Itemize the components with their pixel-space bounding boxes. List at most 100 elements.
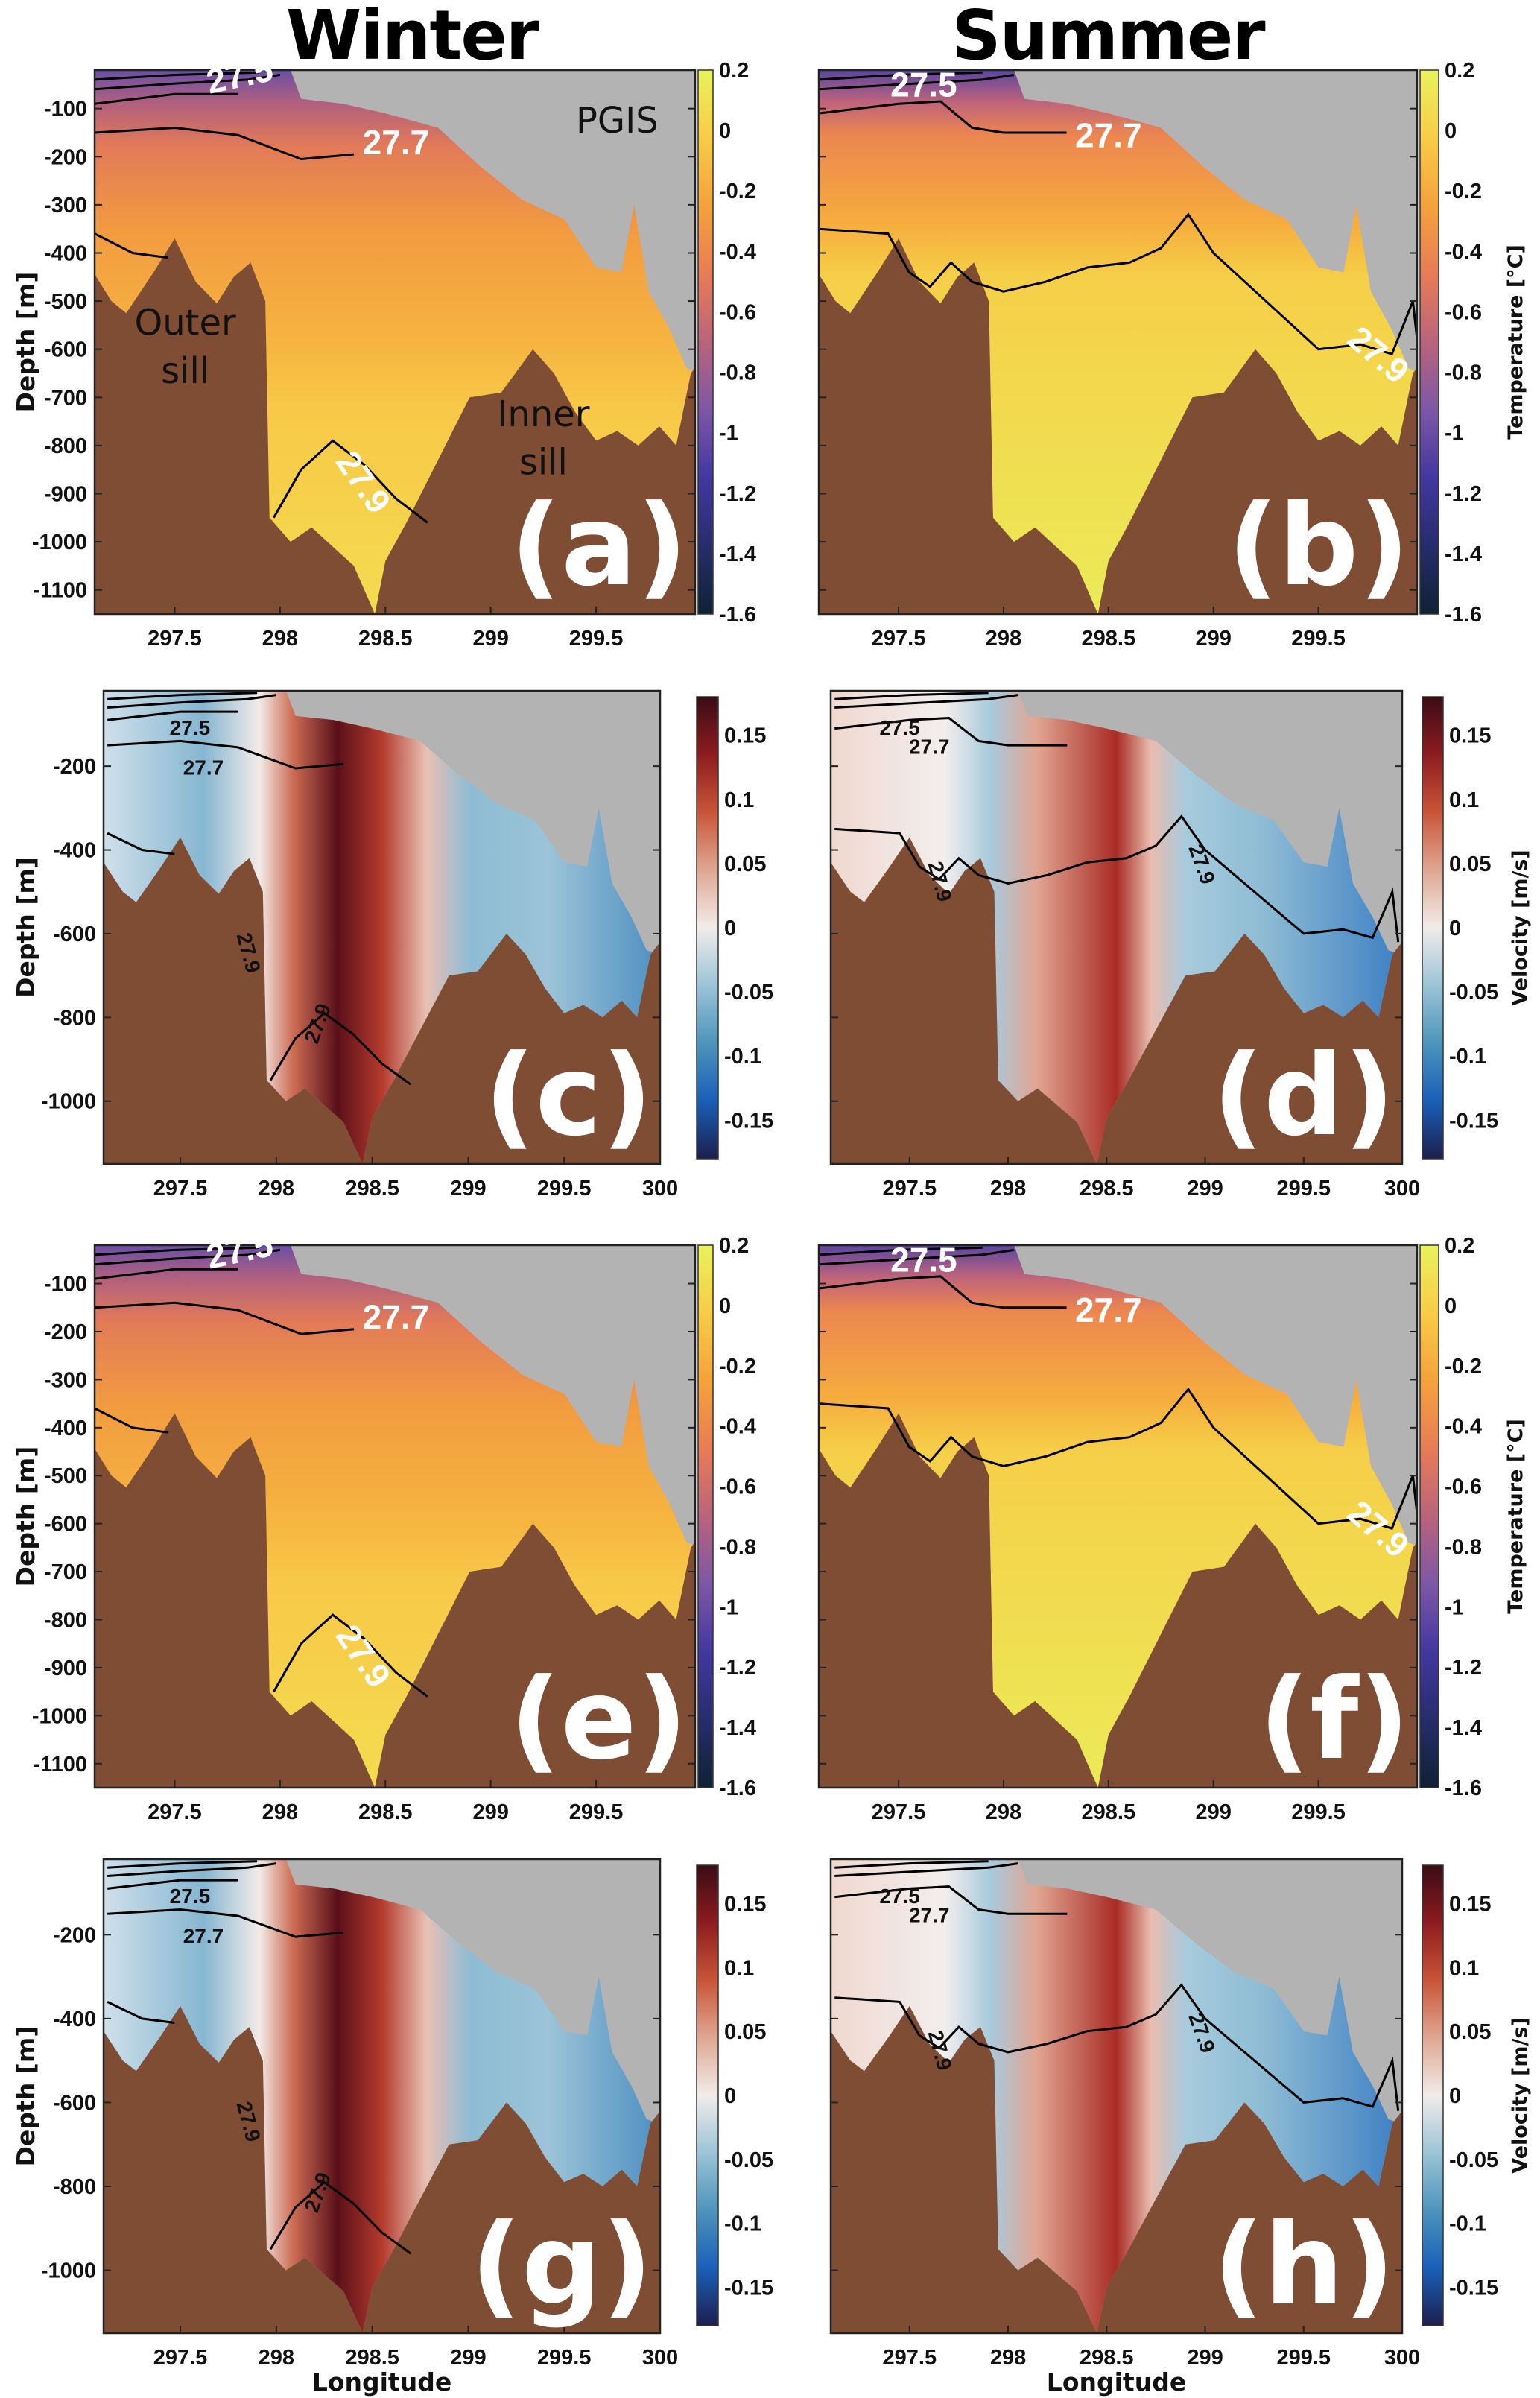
velocity-field bbox=[831, 1859, 1402, 2333]
x-tick-label: 299.5 bbox=[1291, 627, 1346, 651]
temperature-field bbox=[819, 1245, 1417, 1788]
panel-letter: (f) bbox=[1259, 1655, 1410, 1785]
density-contour-line bbox=[95, 1246, 259, 1256]
density-contour-line bbox=[834, 1983, 1400, 2111]
panel-letter: (c) bbox=[484, 1031, 653, 1161]
colorbar-tick-label: 0.1 bbox=[1449, 788, 1479, 812]
colorbar-tick-label: -0.1 bbox=[1449, 2212, 1486, 2236]
y-tick-label: -800 bbox=[44, 434, 87, 458]
y-tick-label: -200 bbox=[53, 755, 96, 779]
contour-label: 27.5 bbox=[170, 1885, 211, 1908]
colorbar-tick-label: -1.6 bbox=[719, 1777, 756, 1800]
colorbar-tick-label: -0.6 bbox=[1445, 1475, 1482, 1499]
y-tick-label: -1000 bbox=[41, 1090, 96, 1114]
y-tick-label: -600 bbox=[44, 1513, 87, 1537]
panel-e: 297.5 298 298.5 299 299.5 -100 -200 -300 -400 -50… bbox=[11, 1224, 756, 1824]
colorbar-tick-label: -1.6 bbox=[1445, 603, 1482, 627]
density-contour-line bbox=[95, 1407, 169, 1434]
density-contour-line bbox=[819, 212, 1417, 356]
panel-f: 297.5 298 298.5 299 299.5 0.2 0 -0.2 -0.4 -0.6 -0.… bbox=[817, 1234, 1527, 1824]
plot-area bbox=[95, 70, 695, 614]
panel-d: 297.5 298 298.5 299 299.5 300 0.15 0.1 0.05 0 -0.0… bbox=[829, 689, 1532, 1200]
colorbar-tick-label: 0.05 bbox=[1449, 852, 1491, 876]
x-tick-label: 298 bbox=[262, 1800, 298, 1824]
density-contour-line bbox=[834, 694, 1018, 709]
colorbar-tick-label: -0.8 bbox=[1445, 361, 1482, 385]
bathymetry bbox=[104, 2006, 660, 2333]
x-tick-label: 299.5 bbox=[537, 2346, 592, 2370]
colorbar-tick-label: -1.2 bbox=[1445, 1656, 1482, 1680]
x-tick-label: 297.5 bbox=[148, 627, 202, 651]
contour-label: 27.7 bbox=[909, 1903, 950, 1926]
y-tick-label: -1100 bbox=[33, 1753, 87, 1777]
colorbar bbox=[1419, 69, 1439, 615]
density-contour-line bbox=[834, 1885, 1068, 1915]
plot-area bbox=[831, 1859, 1402, 2333]
x-tick-label: 297.5 bbox=[872, 1800, 926, 1824]
colorbar-label: Temperature [°C] bbox=[1504, 244, 1527, 440]
density-contour-line bbox=[95, 1248, 281, 1266]
y-axis-label: Depth [m] bbox=[11, 857, 40, 998]
colorbar-tick-label: -0.4 bbox=[719, 1415, 756, 1439]
velocity-field bbox=[104, 691, 660, 1164]
colorbar-tick-label: -0.4 bbox=[719, 240, 756, 264]
colorbar-tick-label: -0.6 bbox=[719, 1475, 756, 1499]
bathymetry bbox=[831, 837, 1402, 1164]
colorbar-tick-label: -1 bbox=[719, 422, 738, 446]
bathymetry bbox=[104, 837, 660, 1164]
x-tick-label: 298 bbox=[986, 627, 1021, 651]
density-contour-line bbox=[107, 692, 258, 700]
colorbar-tick-label: -1 bbox=[719, 1595, 738, 1619]
temperature-field bbox=[95, 70, 695, 614]
x-tick-label: 297.5 bbox=[153, 2346, 208, 2370]
y-tick-label: -400 bbox=[53, 839, 96, 863]
colorbar-tick-label: 0.05 bbox=[1449, 2020, 1491, 2044]
colorbar bbox=[696, 696, 719, 1160]
axes-frame bbox=[817, 1244, 1419, 1789]
density-contour-line bbox=[819, 1275, 1067, 1309]
density-contour-line bbox=[834, 814, 1400, 943]
y-tick-label: -200 bbox=[44, 1320, 87, 1344]
colorbar-tick-label: -0.15 bbox=[1449, 1109, 1498, 1133]
colorbar-tick-label: 0.1 bbox=[724, 1956, 754, 1980]
x-tick-label: 298 bbox=[259, 2346, 294, 2370]
axes-frame bbox=[102, 689, 662, 1165]
velocity-field bbox=[831, 691, 1402, 1164]
colorbar-tick-label: -1.2 bbox=[719, 482, 756, 506]
y-tick-label: -1000 bbox=[41, 2259, 96, 2283]
colorbar-tick-label: 0 bbox=[719, 1294, 731, 1318]
density-contour-line bbox=[269, 1011, 411, 1086]
density-contour-line bbox=[107, 2001, 175, 2024]
colorbar-tick-label: -1 bbox=[1445, 422, 1464, 446]
bathymetry bbox=[95, 238, 695, 614]
x-tick-label: 299.5 bbox=[569, 1800, 624, 1824]
density-contour-line bbox=[834, 1862, 1018, 1877]
contour-label: 27.5 bbox=[890, 66, 957, 104]
x-tick-label: 299.5 bbox=[1276, 2346, 1331, 2370]
colorbar-tick-label: -0.8 bbox=[719, 1535, 756, 1559]
density-contour-line bbox=[107, 694, 277, 709]
contour-label: 27.5 bbox=[170, 716, 211, 739]
x-tick-label: 299.5 bbox=[1276, 1177, 1331, 1200]
plot-area bbox=[104, 1859, 660, 2333]
colorbar-tick-label: -0.1 bbox=[724, 2212, 761, 2236]
colorbar-tick-label: -0.2 bbox=[719, 180, 756, 203]
colorbar-tick-label: 0.1 bbox=[724, 788, 754, 812]
colorbar bbox=[696, 1864, 719, 2326]
panel-letter: (a) bbox=[510, 481, 688, 611]
x-tick-label: 299.5 bbox=[569, 627, 624, 651]
y-tick-label: -500 bbox=[44, 290, 87, 314]
colorbar-tick-label: -1.2 bbox=[719, 1656, 756, 1680]
y-tick-label: -1000 bbox=[32, 1704, 87, 1728]
x-tick-label: 298 bbox=[259, 1177, 294, 1200]
x-tick-label: 299 bbox=[1196, 627, 1232, 651]
colorbar-label: Temperature [°C] bbox=[1504, 1419, 1527, 1614]
bathymetry bbox=[831, 2006, 1402, 2333]
x-tick-label: 299 bbox=[450, 2346, 486, 2370]
density-contour-line bbox=[107, 1860, 258, 1869]
y-axis-label: Depth [m] bbox=[11, 2026, 40, 2167]
x-tick-label: 298 bbox=[262, 627, 298, 651]
x-tick-label: 300 bbox=[642, 1177, 678, 1200]
colorbar-tick-label: -0.2 bbox=[1445, 180, 1482, 203]
density-contour-line bbox=[107, 739, 344, 770]
